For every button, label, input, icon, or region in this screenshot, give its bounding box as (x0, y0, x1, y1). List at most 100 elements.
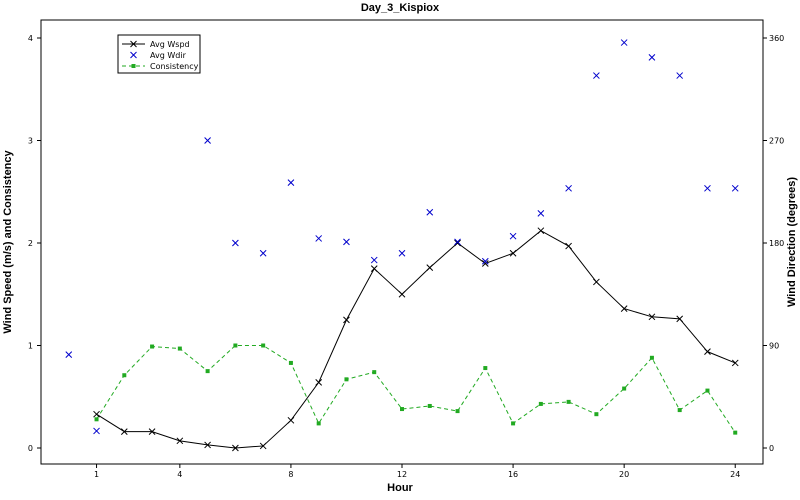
y-right-tick-label: 270 (769, 137, 784, 146)
consistency-point (372, 370, 377, 375)
avg-wdir-point (93, 427, 100, 435)
avg-wdir-point (565, 184, 572, 192)
avg-wspd-point (676, 315, 684, 323)
consistency-point (150, 344, 155, 349)
y-left-tick-label: 1 (28, 342, 33, 351)
x-tick-label: 20 (619, 470, 629, 479)
marker-stroke (648, 54, 656, 61)
consistency-point (288, 360, 293, 365)
y-left-tick-label: 4 (28, 34, 33, 43)
avg-wspd-point (398, 290, 406, 298)
avg-wdir-point (398, 249, 406, 257)
y-right-tick-label: 0 (769, 444, 774, 453)
y-axis-left: 0 1 2 3 4 (28, 34, 41, 453)
legend-label-avg-wdir: Avg Wdir (150, 51, 187, 60)
marker-stroke (315, 379, 323, 386)
marker-stroke (537, 210, 545, 217)
consistency-point (400, 407, 404, 412)
avg-wspd-point (509, 249, 517, 257)
marker-stroke (731, 184, 739, 192)
avg-wdir-point (648, 54, 656, 61)
avg-wdir-point (481, 257, 489, 265)
avg-wdir-point (537, 210, 545, 217)
marker-stroke (370, 256, 378, 264)
avg-wspd-point (343, 316, 350, 324)
x-tick-label: 1 (94, 470, 99, 479)
marker-stroke (481, 260, 489, 267)
marker-stroke (620, 39, 628, 46)
avg-wspd-point (731, 359, 739, 367)
chart-title: Day_3_Kispiox (361, 2, 440, 14)
series-layer (65, 34, 739, 452)
consistency-point (511, 421, 516, 426)
marker-stroke (565, 184, 572, 192)
avg-wdir-point (426, 208, 434, 216)
avg-wdir-point (593, 72, 600, 79)
marker-stroke (593, 278, 600, 286)
marker-stroke (648, 313, 656, 321)
avg-wdir-point (620, 39, 628, 46)
marker-stroke (259, 442, 267, 450)
avg-wdir-point (676, 72, 684, 79)
y-right-tick-label: 90 (769, 342, 779, 351)
marker-stroke (130, 51, 137, 59)
x-tick-label: 12 (397, 470, 407, 479)
avg-wspd-point (120, 428, 128, 435)
avg-wdir-point (731, 184, 739, 192)
y-left-tick-label: 2 (28, 239, 33, 248)
avg-wdir-point (370, 256, 378, 264)
marker-stroke (287, 179, 295, 186)
avg-wdir-point (65, 351, 73, 358)
marker-stroke (130, 40, 137, 48)
y-right-tick-label: 360 (769, 34, 784, 43)
avg-wspd-point (648, 313, 656, 321)
consistency-point (649, 355, 654, 360)
marker-stroke (204, 137, 211, 144)
avg-wspd-point (565, 242, 572, 250)
y-axis-left-label: Wind Speed (m/s) and Consistency (2, 149, 14, 333)
avg-wdir-point (343, 238, 350, 246)
legend-marker-avg-wspd (130, 40, 137, 48)
x-axis: 1 4 8 12 16 20 24 (94, 464, 740, 479)
marker-stroke (398, 290, 406, 298)
avg-wdir-point (454, 238, 461, 246)
marker-stroke (343, 238, 350, 246)
consistency-line (96, 345, 736, 433)
consistency-point (677, 408, 682, 413)
marker-stroke (176, 437, 184, 445)
avg-wspd-point (176, 437, 184, 445)
y-right-tick-label: 180 (769, 239, 784, 248)
x-tick-label: 24 (730, 470, 740, 479)
marker-stroke (704, 348, 711, 356)
consistency-point (427, 403, 432, 408)
avg-wspd-point (259, 442, 267, 450)
avg-wspd-point (148, 428, 156, 435)
consistency-point (594, 412, 599, 417)
avg-wspd-point (454, 239, 461, 247)
consistency-point (177, 346, 182, 351)
marker-stroke (454, 239, 461, 247)
consistency-point (233, 343, 238, 348)
marker-stroke (148, 428, 156, 435)
marker-stroke (315, 235, 323, 242)
consistency-point (261, 343, 266, 348)
marker-stroke (509, 249, 517, 257)
legend-label-avg-wspd: Avg Wspd (150, 40, 190, 49)
avg-wspd-point (704, 348, 711, 356)
marker-stroke (676, 315, 684, 323)
avg-wspd-line (96, 230, 736, 449)
series-avg-wspd (93, 227, 739, 452)
marker-stroke (287, 416, 295, 424)
avg-wspd-point (481, 260, 489, 267)
marker-stroke (454, 238, 461, 246)
marker-stroke (370, 265, 378, 272)
marker-stroke (65, 351, 73, 358)
consistency-point (733, 430, 738, 435)
consistency-point (122, 373, 127, 378)
avg-wspd-point (287, 416, 295, 424)
consistency-point (538, 401, 543, 406)
x-axis-label: Hour (387, 482, 413, 494)
y-left-tick-label: 0 (28, 444, 33, 453)
marker-stroke (537, 227, 545, 235)
